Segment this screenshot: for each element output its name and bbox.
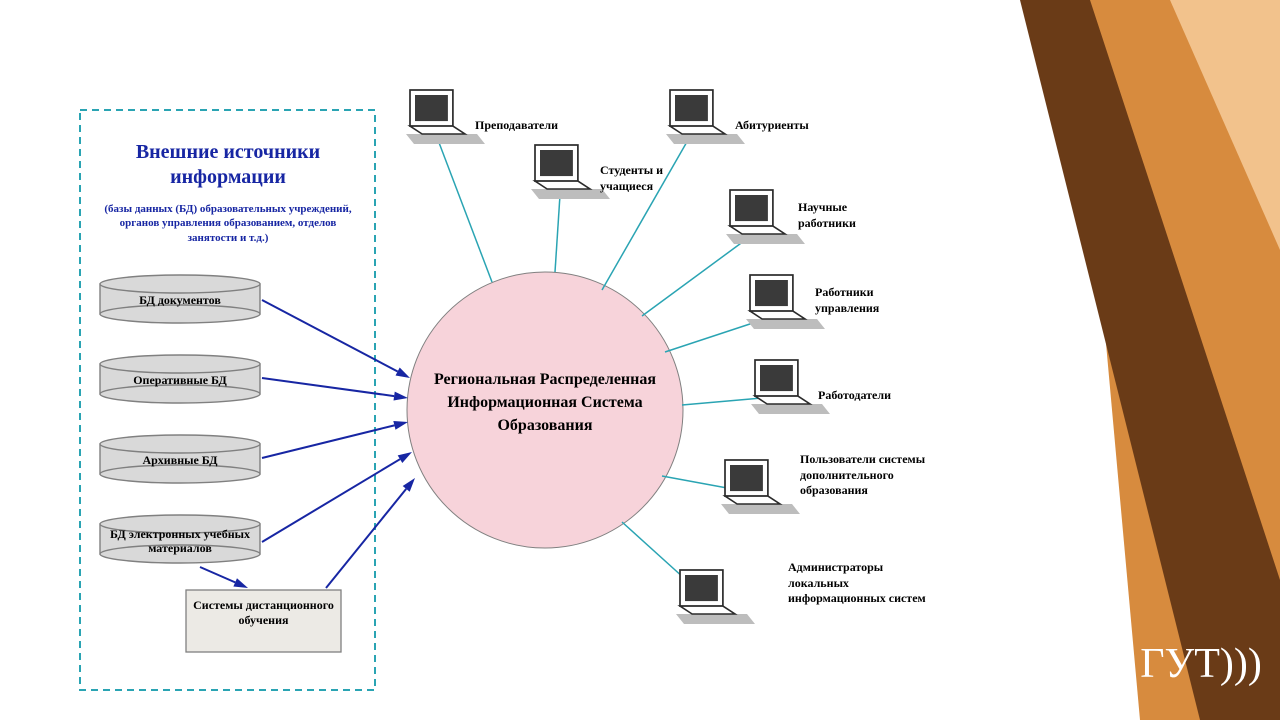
database-label-2: Архивные БД [100,453,260,467]
database-label-3: БД электронных учебных материалов [100,527,260,556]
center-circle-label: Региональная Распределенная Информационн… [425,368,665,438]
database-label-1: Оперативные БД [100,373,260,387]
spbgut-logo: СПб ГУТ))) [1050,640,1262,688]
laptop-label-0: Преподаватели [475,118,585,134]
laptop-label-7: Администраторы локальных информационных … [788,560,928,607]
database-label-0: БД документов [100,293,260,307]
laptop-label-6: Пользователи системы дополнительного обр… [800,452,940,499]
sources-subtitle: (базы данных (БД) образовательных учрежд… [98,202,358,245]
laptop-label-2: Абитуриенты [735,118,845,134]
laptop-label-1: Студенты и учащиеся [600,163,695,194]
laptop-label-4: Работники управления [815,285,915,316]
distance-learning-label: Системы дистанционного обучения [190,598,337,628]
diagram-stage: Внешние источники информации (базы данных… [0,0,1280,720]
laptop-label-3: Научные работники [798,200,898,231]
text-overlay: Внешние источники информации (базы данных… [0,0,1280,720]
sources-title: Внешние источники информации [98,140,358,190]
laptop-label-5: Работодатели [818,388,928,404]
